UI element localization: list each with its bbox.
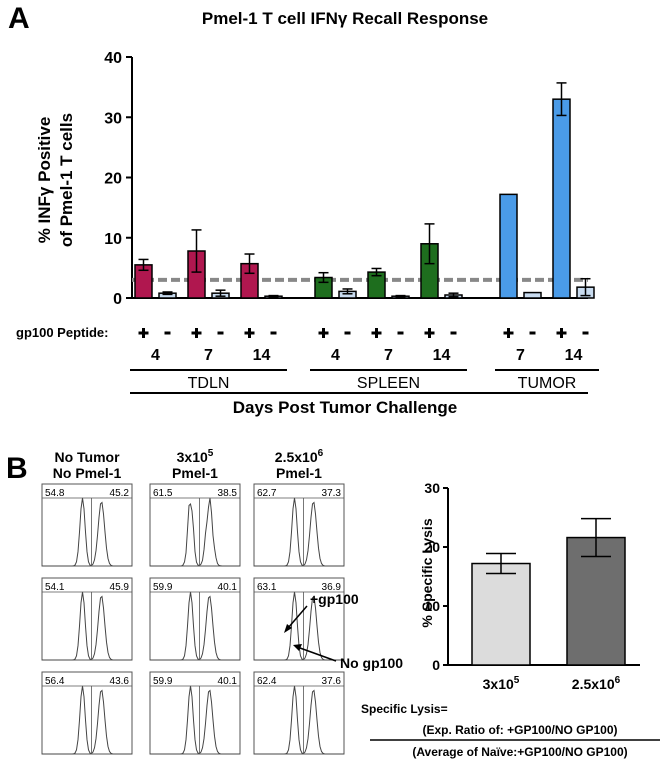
no-gp100-arrowhead <box>293 644 302 651</box>
no-gp100-annotation: No gp100 <box>340 655 403 671</box>
chart-a-ylabel-1: % INFγ Positive <box>35 117 54 244</box>
formula-label: Specific Lysis= <box>361 702 448 716</box>
day-label: 14 <box>253 347 271 364</box>
bar-tumor-plus <box>499 193 518 299</box>
gate-left-percent: 59.9 <box>153 676 173 687</box>
x-category-label: 3x105 <box>483 675 520 692</box>
y-tick-label: 0 <box>432 657 440 673</box>
plus-gp100-arrowhead <box>284 624 292 633</box>
panel-a-label: A <box>8 2 30 35</box>
formula-numerator: (Exp. Ratio of: +GP100/NO GP100) <box>422 723 617 737</box>
day-label: 7 <box>516 347 525 364</box>
y-tick-label: 30 <box>424 480 440 496</box>
gate-right-percent: 45.2 <box>110 488 130 499</box>
histogram-column-title: No Tumor <box>54 449 120 465</box>
superscript: 5 <box>208 448 214 459</box>
group-label: TDLN <box>188 375 230 392</box>
chart-a-ylabel-2: of Pmel-1 T cells <box>57 113 76 247</box>
day-label: 14 <box>433 347 451 364</box>
histogram-curve <box>150 685 240 755</box>
histogram-column-title: 3x105 <box>177 448 214 465</box>
plus-gp100-arrow <box>287 605 308 629</box>
day-label: 7 <box>204 347 213 364</box>
panel-b-label: B <box>6 452 28 485</box>
gate-left-percent: 62.4 <box>257 676 277 687</box>
chart-a-title: Pmel-1 T cell IFNγ Recall Response <box>202 9 488 28</box>
group-label: SPLEEN <box>357 375 420 392</box>
histogram-curve <box>42 591 132 661</box>
gate-right-percent: 40.1 <box>218 676 238 687</box>
y-tick-label: 20 <box>424 539 440 555</box>
gate-left-percent: 61.5 <box>153 488 173 499</box>
histogram-column-title: 2.5x106 <box>275 448 324 465</box>
gate-left-percent: 62.7 <box>257 488 277 499</box>
formula-denominator: (Average of Naïve:+GP100/NO GP100) <box>412 745 627 759</box>
histogram-curve <box>254 497 344 567</box>
histogram-curve <box>42 497 132 567</box>
y-tick-label: 10 <box>104 231 122 248</box>
group-label: TUMOR <box>518 375 577 392</box>
no-gp100-arrow <box>299 647 337 662</box>
y-tick-label: 0 <box>113 291 122 308</box>
y-tick-label: 30 <box>104 110 122 127</box>
gate-left-percent: 63.1 <box>257 582 277 593</box>
gate-right-percent: 38.5 <box>218 488 238 499</box>
chart-b-ylabel: % Specific Lysis <box>419 518 435 627</box>
bar-specific-lysis <box>471 562 531 666</box>
gate-left-percent: 54.8 <box>45 488 65 499</box>
chart-a-xlabel: Days Post Tumor Challenge <box>233 398 458 417</box>
day-label: 4 <box>331 347 340 364</box>
gate-right-percent: 40.1 <box>218 582 238 593</box>
bar-specific-lysis <box>566 536 626 666</box>
peptide-row-label: gp100 Peptide: <box>16 325 108 340</box>
histogram-curve <box>150 591 240 661</box>
gate-right-percent: 36.9 <box>322 582 342 593</box>
gate-right-percent: 43.6 <box>110 676 130 687</box>
y-tick-label: 40 <box>104 50 122 67</box>
gate-right-percent: 37.6 <box>322 676 342 687</box>
plus-gp100-annotation: +gp100 <box>310 591 359 607</box>
gate-right-percent: 45.9 <box>110 582 130 593</box>
y-tick-label: 10 <box>424 598 440 614</box>
histogram-curve <box>42 685 132 755</box>
day-label: 7 <box>384 347 393 364</box>
chart-b: 0 10 20 30 3x105 2.5x106 <box>424 480 640 692</box>
bar-tumor-plus <box>552 98 571 299</box>
histogram-column-subtitle: No Pmel-1 <box>53 465 122 481</box>
gate-left-percent: 54.1 <box>45 582 65 593</box>
histogram-curve <box>254 685 344 755</box>
histogram-column-subtitle: Pmel-1 <box>172 465 218 481</box>
gate-right-percent: 37.3 <box>322 488 342 499</box>
x-category-label: 2.5x106 <box>572 675 621 692</box>
superscript: 6 <box>318 448 324 459</box>
gate-left-percent: 56.4 <box>45 676 65 687</box>
y-tick-label: 20 <box>104 171 122 188</box>
superscript: 5 <box>514 675 520 686</box>
bar-tumor-minus <box>523 291 542 299</box>
day-label: 4 <box>151 347 160 364</box>
gate-left-percent: 59.9 <box>153 582 173 593</box>
histogram-column-subtitle: Pmel-1 <box>276 465 322 481</box>
superscript: 6 <box>615 675 621 686</box>
day-label: 14 <box>565 347 583 364</box>
chart-a: 0 10 20 30 40 4 7 14 TDLN 4 7 14 SPLEEN 7 14 TUMOR <box>104 50 599 394</box>
histogram-curve <box>150 497 240 567</box>
